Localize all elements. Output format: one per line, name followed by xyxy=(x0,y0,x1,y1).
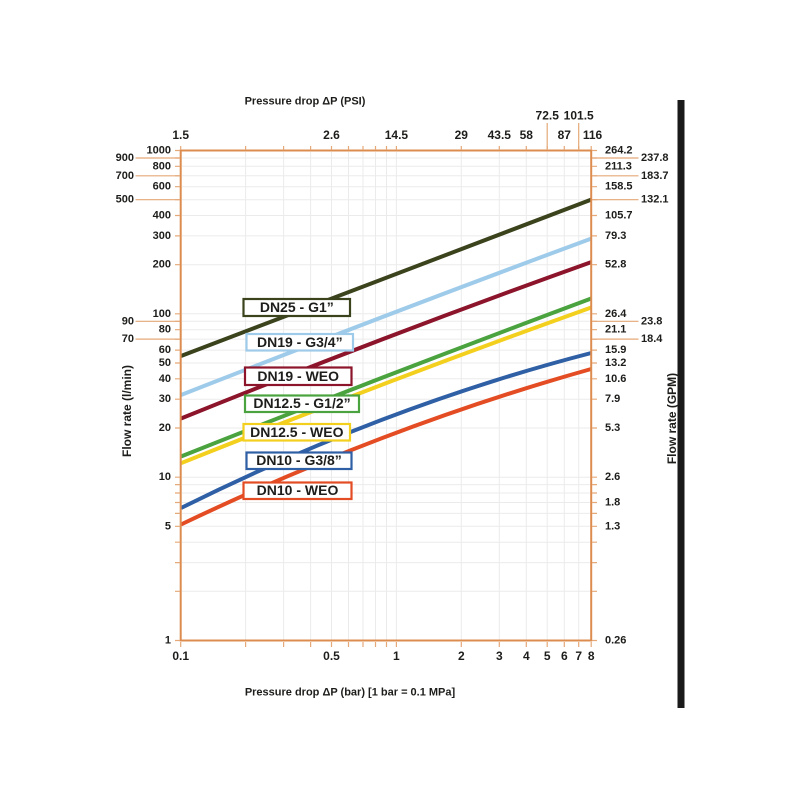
svg-text:500: 500 xyxy=(116,194,134,206)
svg-text:10: 10 xyxy=(159,471,171,483)
svg-text:0.1: 0.1 xyxy=(172,649,189,663)
svg-text:3: 3 xyxy=(496,649,503,663)
svg-text:5: 5 xyxy=(165,520,171,532)
svg-text:2: 2 xyxy=(458,649,465,663)
svg-text:30: 30 xyxy=(159,393,171,405)
svg-text:43.5: 43.5 xyxy=(488,128,512,142)
svg-text:23.8: 23.8 xyxy=(641,315,662,327)
svg-text:105.7: 105.7 xyxy=(605,210,633,222)
svg-text:1: 1 xyxy=(165,635,171,647)
svg-text:2.6: 2.6 xyxy=(605,471,620,483)
svg-text:90: 90 xyxy=(122,315,134,327)
svg-text:900: 900 xyxy=(116,152,134,164)
svg-text:DN19 - WEO: DN19 - WEO xyxy=(257,368,339,384)
svg-text:DN10 - G3/8”: DN10 - G3/8” xyxy=(256,452,342,468)
svg-text:211.3: 211.3 xyxy=(605,160,632,172)
svg-text:29: 29 xyxy=(455,128,469,142)
svg-text:0.26: 0.26 xyxy=(605,635,626,647)
svg-text:72.5: 72.5 xyxy=(536,109,560,123)
svg-text:5: 5 xyxy=(544,649,551,663)
svg-text:300: 300 xyxy=(153,230,171,242)
svg-text:6: 6 xyxy=(561,649,568,663)
svg-text:158.5: 158.5 xyxy=(605,181,633,193)
svg-text:183.7: 183.7 xyxy=(641,170,669,182)
svg-text:58: 58 xyxy=(520,128,534,142)
svg-text:26.4: 26.4 xyxy=(605,308,627,320)
svg-text:Pressure drop ΔP (bar) [1 bar: Pressure drop ΔP (bar) [1 bar = 0.1 MPa] xyxy=(245,687,456,699)
svg-text:Pressure drop ΔP (PSI): Pressure drop ΔP (PSI) xyxy=(245,96,366,108)
svg-text:DN25 - G1”: DN25 - G1” xyxy=(260,299,334,315)
svg-text:80: 80 xyxy=(159,324,171,336)
svg-text:1.3: 1.3 xyxy=(605,520,620,532)
svg-text:18.4: 18.4 xyxy=(641,333,663,345)
svg-text:20: 20 xyxy=(159,422,171,434)
svg-text:52.8: 52.8 xyxy=(605,259,626,271)
svg-text:50: 50 xyxy=(159,357,171,369)
svg-text:5.3: 5.3 xyxy=(605,422,620,434)
svg-text:7.9: 7.9 xyxy=(605,393,620,405)
svg-text:1.8: 1.8 xyxy=(605,497,620,509)
svg-text:8: 8 xyxy=(588,649,595,663)
svg-text:100: 100 xyxy=(153,308,171,320)
svg-text:DN10 - WEO: DN10 - WEO xyxy=(257,482,339,498)
svg-text:79.3: 79.3 xyxy=(605,230,626,242)
svg-text:4: 4 xyxy=(523,649,530,663)
svg-text:1000: 1000 xyxy=(147,145,171,157)
svg-text:21.1: 21.1 xyxy=(605,324,626,336)
svg-text:400: 400 xyxy=(153,210,171,222)
svg-text:DN19 - G3/4”: DN19 - G3/4” xyxy=(257,334,343,350)
svg-text:87: 87 xyxy=(558,128,572,142)
svg-text:2.6: 2.6 xyxy=(323,128,340,142)
svg-text:237.8: 237.8 xyxy=(641,152,669,164)
svg-text:15.9: 15.9 xyxy=(605,344,626,356)
svg-text:Flow rate (GPM): Flow rate (GPM) xyxy=(665,373,679,464)
svg-text:40: 40 xyxy=(159,373,171,385)
svg-text:Flow rate (l/min): Flow rate (l/min) xyxy=(120,365,134,457)
svg-text:13.2: 13.2 xyxy=(605,357,626,369)
svg-text:1.5: 1.5 xyxy=(172,128,189,142)
svg-text:10.6: 10.6 xyxy=(605,373,626,385)
svg-text:0.5: 0.5 xyxy=(323,649,340,663)
svg-text:14.5: 14.5 xyxy=(385,128,409,142)
svg-text:7: 7 xyxy=(575,649,582,663)
svg-text:800: 800 xyxy=(153,160,171,172)
svg-text:101.5: 101.5 xyxy=(564,109,594,123)
svg-text:132.1: 132.1 xyxy=(641,194,669,206)
svg-text:600: 600 xyxy=(153,181,171,193)
svg-text:700: 700 xyxy=(116,170,134,182)
svg-text:DN12.5 - G1/2”: DN12.5 - G1/2” xyxy=(253,395,350,411)
svg-text:116: 116 xyxy=(583,128,603,142)
svg-text:1: 1 xyxy=(393,649,400,663)
svg-text:200: 200 xyxy=(153,259,171,271)
svg-text:60: 60 xyxy=(159,344,171,356)
svg-text:264.2: 264.2 xyxy=(605,145,633,157)
svg-text:DN12.5 - WEO: DN12.5 - WEO xyxy=(250,424,343,440)
svg-text:70: 70 xyxy=(122,333,134,345)
